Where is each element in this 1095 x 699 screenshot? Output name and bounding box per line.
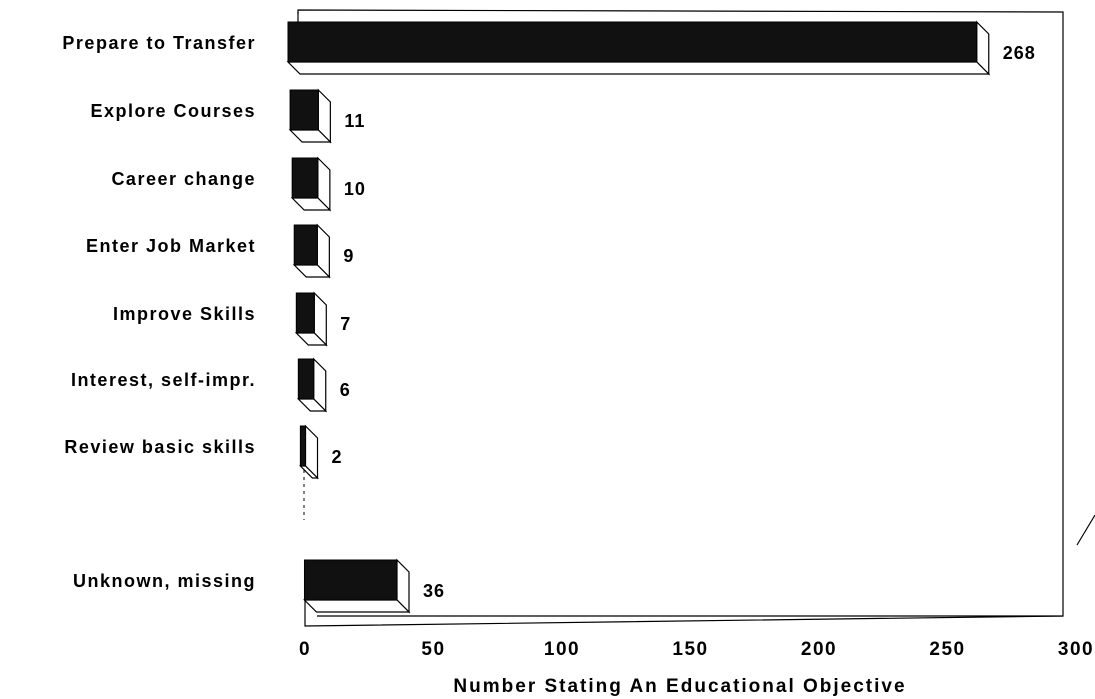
category-label: Explore Courses	[90, 101, 256, 121]
value-label: 7	[340, 314, 351, 334]
bar-face	[289, 89, 319, 131]
x-tick-label: 100	[544, 639, 580, 660]
x-axis-title: Number Stating An Educational Objective	[453, 676, 906, 697]
bar	[294, 291, 328, 347]
bar-face	[287, 21, 978, 63]
category-label: Enter Job Market	[86, 236, 256, 256]
value-labels: 268 11 10 9 7 6 2 36	[332, 43, 1036, 601]
category-label: Prepare to Transfer	[62, 33, 256, 53]
value-label: 9	[343, 246, 354, 266]
value-label: 2	[332, 447, 343, 467]
bar-bottom	[286, 61, 991, 75]
value-label: 6	[340, 380, 351, 400]
category-labels: Prepare to Transfer Explore Courses Career…	[62, 33, 256, 591]
x-tick-label: 250	[929, 639, 965, 660]
category-label: Improve Skills	[113, 304, 256, 324]
bar	[298, 424, 319, 480]
bar	[288, 88, 332, 144]
bar-face	[303, 559, 398, 601]
bar-bottom	[303, 599, 411, 613]
x-tick-label: 200	[801, 639, 837, 660]
bar-face	[295, 292, 315, 334]
bar-face	[299, 425, 307, 467]
bar-face	[291, 157, 319, 199]
bar	[290, 156, 332, 212]
bar	[296, 357, 328, 413]
category-label: Interest, self-impr.	[71, 370, 256, 390]
category-label: Career change	[111, 169, 256, 189]
plot-frame-outline	[297, 9, 1064, 627]
bar-face	[293, 224, 318, 266]
value-label: 11	[344, 111, 365, 131]
bar	[303, 558, 411, 614]
bar-face	[297, 358, 315, 400]
category-label: Review basic skills	[64, 437, 256, 457]
value-label: 36	[423, 581, 445, 601]
bar	[286, 20, 991, 76]
x-tick-label: 50	[421, 639, 445, 660]
x-tick-label: 150	[672, 639, 708, 660]
x-tick-label: 0	[299, 639, 311, 660]
bars-group	[286, 20, 991, 614]
x-tick-label: 300	[1058, 639, 1094, 660]
plot-frame	[297, 9, 1095, 627]
bar	[292, 223, 331, 279]
value-label: 10	[344, 179, 366, 199]
category-label: Unknown, missing	[73, 571, 256, 591]
x-tick-labels: 0 50 100 150 200 250 300	[299, 639, 1094, 660]
stray-mark	[1076, 514, 1095, 546]
value-label: 268	[1003, 43, 1036, 63]
